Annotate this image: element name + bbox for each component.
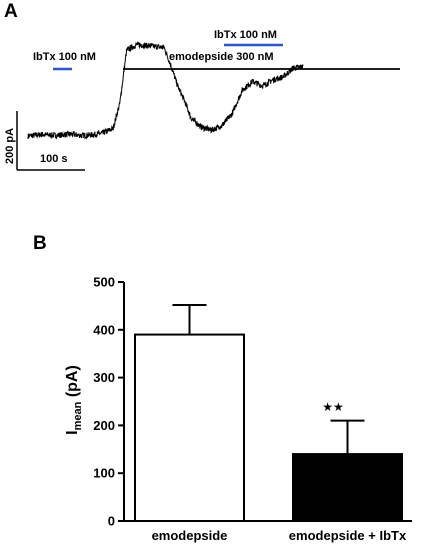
y-tick-label: 0 xyxy=(108,514,115,529)
panel-a-label: A xyxy=(4,1,18,22)
y-axis-label-unit: (pA) xyxy=(64,365,81,401)
y-tick-label: 300 xyxy=(93,370,115,385)
panel-b-label: B xyxy=(33,233,47,254)
y-tick-label: 500 xyxy=(93,275,115,290)
emodepside-label: emodepside 300 nM xyxy=(169,51,274,63)
current-trace xyxy=(27,41,304,140)
significance-stars: ★★ xyxy=(322,400,344,414)
y-tick-label: 100 xyxy=(93,466,115,481)
y-axis-label-subscript: mean xyxy=(72,401,84,430)
y-tick-label: 200 xyxy=(93,418,115,433)
current-trace-group xyxy=(27,41,304,140)
bar xyxy=(292,453,403,522)
scale-bar-time-label: 100 s xyxy=(40,153,68,165)
bar-chart-group: 0 100 200 300 400 500 emodepside emodepside + I… xyxy=(93,275,412,543)
scale-bar-current-label: 200 pA xyxy=(4,128,16,164)
category-label: emodepside xyxy=(152,528,228,543)
bar xyxy=(134,333,245,522)
ibtx-second-label: IbTx 100 nM xyxy=(214,29,277,41)
ibtx-first-label: IbTx 100 nM xyxy=(33,51,96,63)
y-axis-label-main: I xyxy=(64,430,81,434)
y-axis-label: Imean (pA) xyxy=(64,365,84,435)
category-label: emodepside + IbTx xyxy=(289,528,407,543)
y-tick-label: 400 xyxy=(93,322,115,337)
